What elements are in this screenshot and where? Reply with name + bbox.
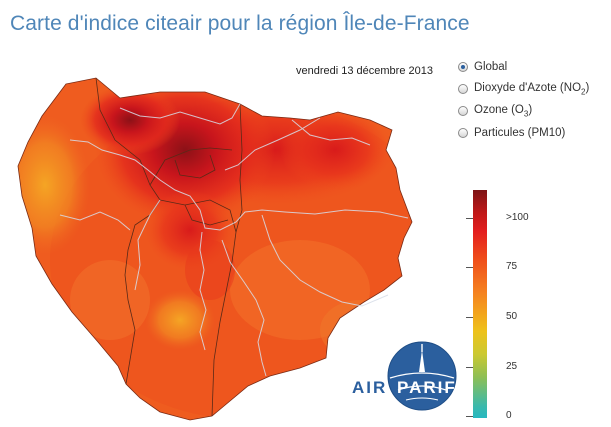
radio-global[interactable] xyxy=(458,62,468,72)
pollutant-option-no2[interactable]: Dioxyde d'Azote (NO2) xyxy=(458,78,589,100)
page-title: Carte d'indice citeair pour la région Îl… xyxy=(10,12,470,35)
scale-tick-label: 50 xyxy=(506,311,518,322)
airparif-globe-icon xyxy=(387,341,457,411)
index-color-scale xyxy=(473,190,487,418)
pollutant-option-ozone[interactable]: Ozone (O3) xyxy=(458,100,589,122)
radio-ozone[interactable] xyxy=(458,106,468,116)
scale-tick xyxy=(466,218,473,219)
scale-tick xyxy=(466,267,473,268)
scale-tick xyxy=(466,317,473,318)
logo-air: AIR xyxy=(352,378,388,397)
radio-pm10[interactable] xyxy=(458,128,468,138)
scale-tick xyxy=(466,367,473,368)
pollutant-label: Ozone (O3) xyxy=(474,103,533,119)
pollutant-label: Particules (PM10) xyxy=(474,127,566,139)
map-date: vendredi 13 décembre 2013 xyxy=(296,65,433,77)
scale-tick-label: 0 xyxy=(506,410,512,421)
map-surface xyxy=(18,78,412,420)
scale-tick-label: >100 xyxy=(506,212,529,223)
pollutant-selector: Global Dioxyde d'Azote (NO2) Ozone (O3) … xyxy=(458,56,589,144)
rivers xyxy=(59,103,409,377)
pollutant-label: Dioxyde d'Azote (NO2) xyxy=(474,81,590,97)
department-borders xyxy=(95,77,243,417)
region-border xyxy=(17,77,413,421)
pollutant-option-global[interactable]: Global xyxy=(458,56,589,78)
pollutant-option-pm10[interactable]: Particules (PM10) xyxy=(458,122,589,144)
radio-no2[interactable] xyxy=(458,84,468,94)
scale-tick xyxy=(466,416,473,417)
scale-tick-label: 25 xyxy=(506,361,518,372)
scale-tick-label: 75 xyxy=(506,261,518,272)
logo-parif: PARIF xyxy=(397,378,457,397)
pollutant-label: Global xyxy=(474,61,508,73)
